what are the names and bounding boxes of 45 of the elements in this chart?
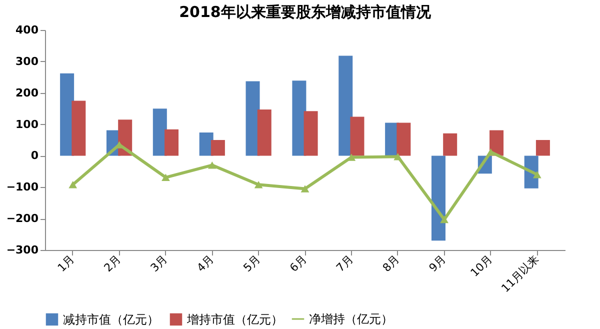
bar [292,80,306,156]
y-tick-label: 300 [16,54,39,68]
y-tick-label: −300 [6,244,39,256]
y-tick-label: −200 [6,212,39,226]
x-tick-label: 10月 [468,252,495,280]
x-tick-label: 11月以来 [498,252,542,295]
point [254,181,263,188]
point [440,216,448,224]
x-tick-label: 7月 [334,252,356,274]
x-tick-label: 9月 [426,252,449,274]
bar [443,133,458,156]
chart-title: 2018年以来重要股东增减持市值情况 [179,3,432,21]
y-tick-label: 200 [16,86,39,100]
legend-label: 增持市值（亿元） [186,312,283,326]
point [300,185,310,192]
point [208,162,216,169]
x-tick-label: 1月 [55,252,78,274]
legend-label: 净增持（亿元） [309,312,393,326]
bar [72,100,86,156]
x-tick-label: 4月 [194,252,216,274]
bar [350,116,364,156]
bar [152,108,167,156]
x-tick-label: 8月 [380,252,402,274]
point [68,181,78,188]
point [394,153,402,160]
point [162,174,170,182]
bar [396,122,411,156]
point [486,148,495,156]
bar [431,156,446,241]
x-tick-label: 6月 [287,252,310,274]
point [532,170,542,178]
bar [257,110,272,156]
y-tick-label: 0 [30,149,39,162]
y-tick-label: 400 [16,24,39,36]
x-tick-label: 2月 [102,252,124,274]
bar [164,129,179,156]
x-tick-label: 3月 [148,252,170,274]
bar [210,140,225,156]
x-tick-label: 5月 [240,252,263,274]
legend-label: 减持市值（亿元） [63,312,159,326]
y-tick-label: 100 [16,118,39,131]
y-tick-label: −100 [6,180,39,194]
bar [536,140,550,156]
bar [338,56,353,156]
bar [304,111,318,156]
